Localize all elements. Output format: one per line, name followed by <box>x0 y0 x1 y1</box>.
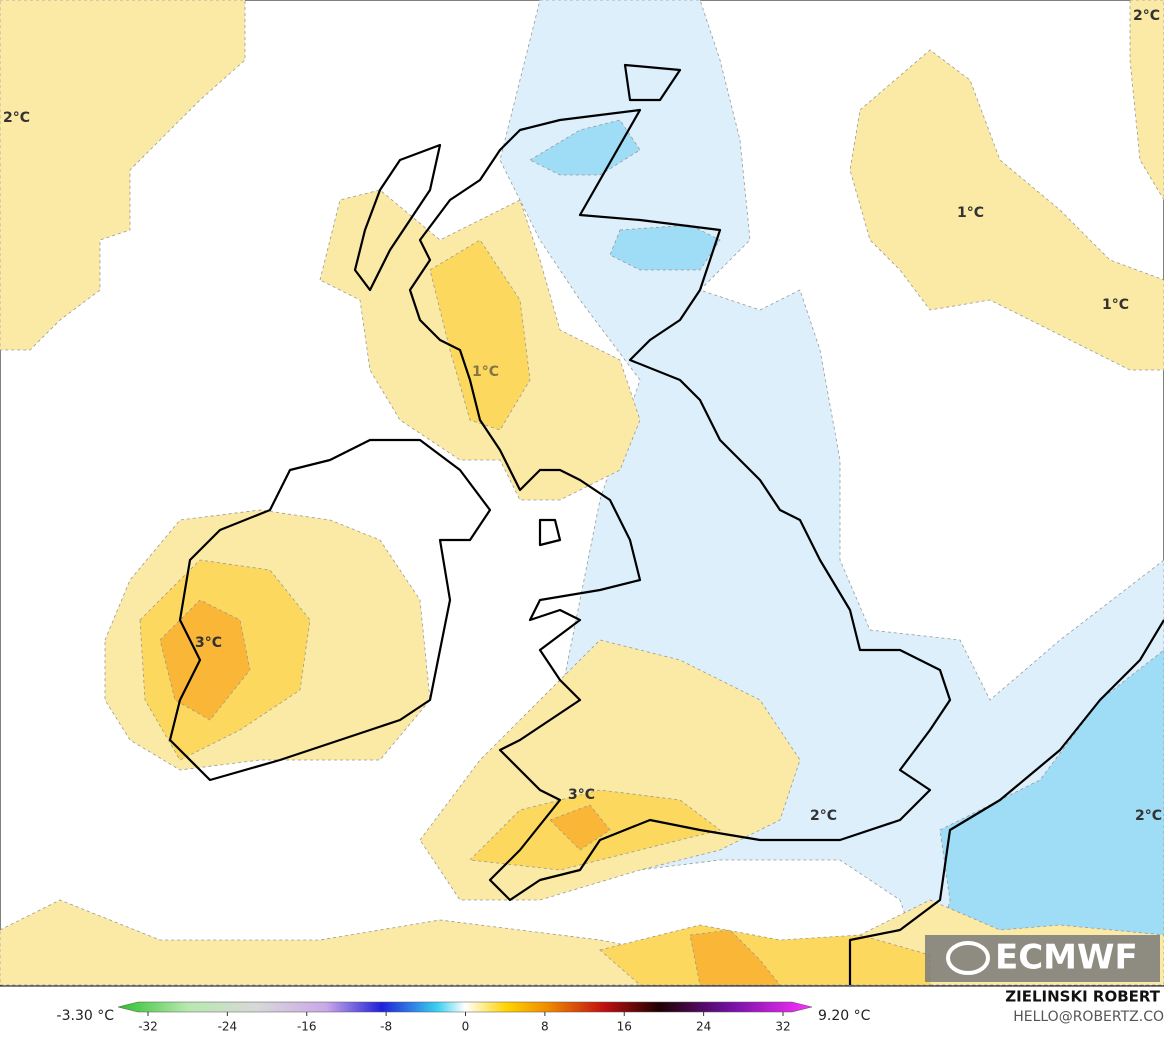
temperature-label: 1°C <box>957 205 984 221</box>
colorbar-tick-label: -8 <box>380 1020 392 1034</box>
cold-area <box>529 119 721 271</box>
map-labels: 2°C 2°C 1°C 1°C 1°C 3°C 3°C 2°C 2°C <box>3 8 1162 824</box>
colorbar-tick-label: 8 <box>541 1020 549 1034</box>
credit-email: HELLO@ROBERTZ.CO <box>1013 1009 1164 1025</box>
great-britain-coast <box>408 108 952 902</box>
temperature-label: 2°C <box>1133 8 1160 24</box>
warm-area <box>849 49 1164 371</box>
warmest-area <box>689 929 781 986</box>
continent-coast <box>848 619 1164 985</box>
temperature-fields <box>0 0 1164 986</box>
colorbar-scale <box>117 1001 813 1013</box>
warm-area <box>1129 0 1164 201</box>
logo-text: ECMWF <box>995 938 1138 978</box>
colorbar-tick-label: 0 <box>462 1020 470 1034</box>
island-coast <box>353 63 682 547</box>
cold-area <box>929 649 1164 986</box>
colorbar-tick-label: 24 <box>696 1020 711 1034</box>
logo-icon <box>946 941 990 975</box>
warmer-area <box>429 239 531 431</box>
credit-name: ZIELINSKI ROBERT <box>1005 988 1160 1006</box>
warmest-area <box>159 599 611 851</box>
colorbar-tick-label: -16 <box>297 1020 317 1034</box>
temperature-label: 2°C <box>3 110 30 126</box>
temperature-label: 2°C <box>810 808 837 824</box>
temperature-label: 2°C <box>1135 808 1162 824</box>
temperature-label: 3°C <box>568 787 595 803</box>
temperature-label: 3°C <box>195 635 222 651</box>
colorbar-tick-label: 16 <box>617 1020 632 1034</box>
colorbar-tick-label: -32 <box>138 1020 158 1034</box>
temperature-label: 1°C <box>1102 297 1129 313</box>
colorbar-min: -3.30 °C <box>57 1008 115 1024</box>
logo: ECMWF <box>925 935 1160 982</box>
warm-area <box>0 0 246 351</box>
colorbar: -3.30 °C 9.20 °C -32 -24 -16 -8 0 8 16 24 32 <box>57 1001 871 1034</box>
colorbar-max: 9.20 °C <box>818 1008 871 1024</box>
colorbar-tick-label: 32 <box>775 1020 790 1034</box>
coastlines <box>168 63 1164 985</box>
ireland-coast <box>168 438 492 782</box>
warmer-area <box>599 924 931 986</box>
colorbar-tick-label: -24 <box>218 1020 238 1034</box>
temperature-label: 1°C <box>472 364 499 380</box>
